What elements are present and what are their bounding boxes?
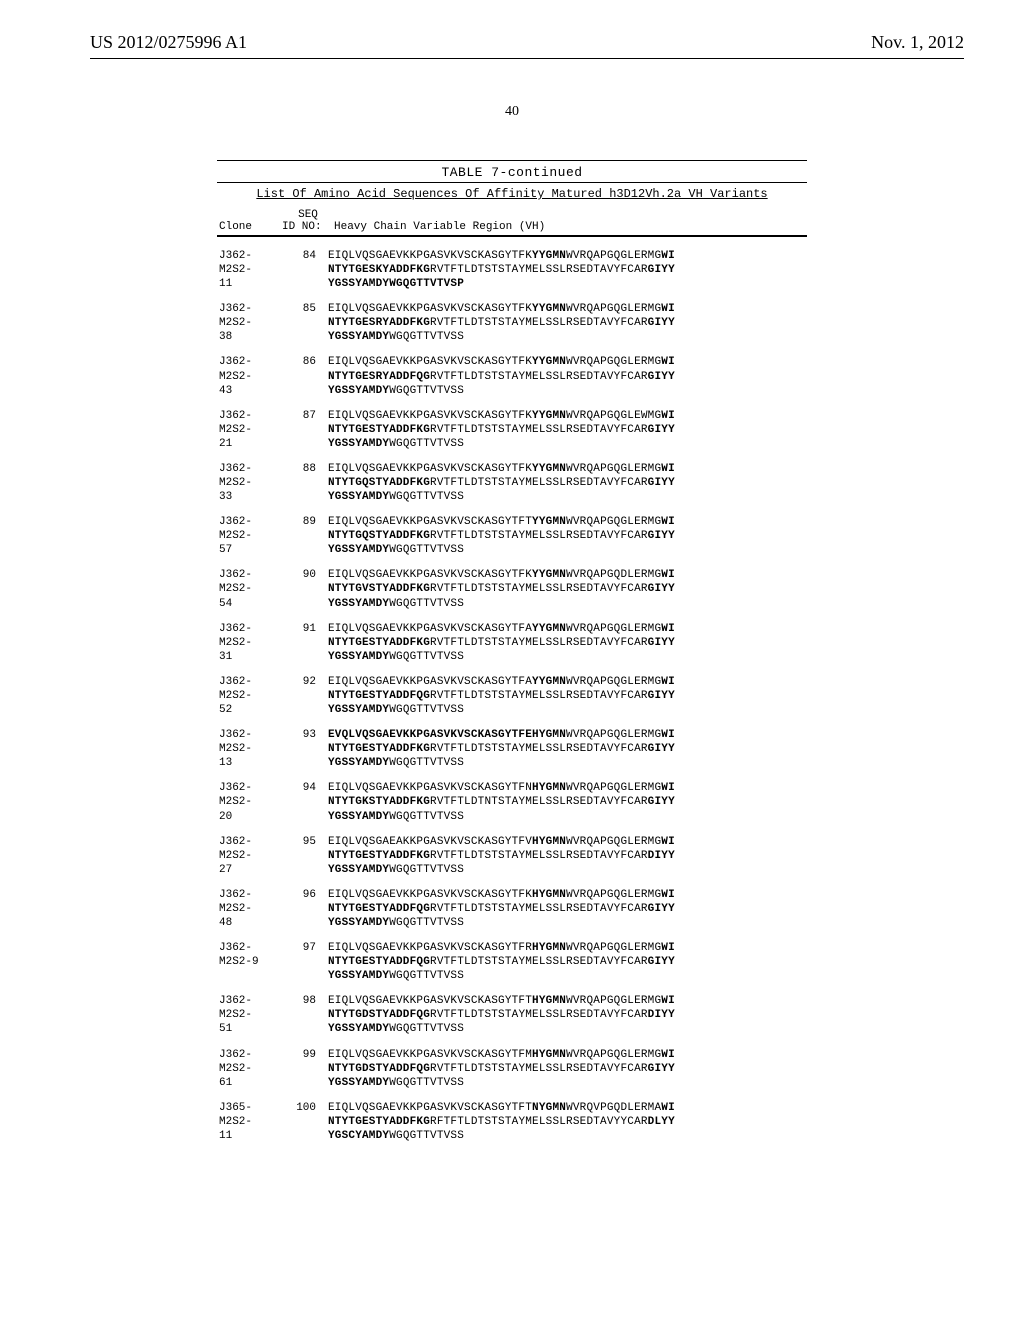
sequence-cell: EIQLVQSGAEVKKPGASVKVSCKASGYTFRHYGMNWVRQA… (328, 941, 807, 983)
column-headers: Clone SEQ ID NO: Heavy Chain Variable Re… (217, 209, 807, 237)
table-row: J362- M2S2- 4386EIQLVQSGAEVKKPGASVKVSCKA… (217, 355, 807, 397)
sequence-cell: EIQLVQSGAEVKKPGASVKVSCKASGYTFKYYGMNWVRQA… (328, 302, 807, 344)
sequence-cell: EIQLVQSGAEVKKPGASVKVSCKASGYTFKHYGMNWVRQA… (328, 888, 807, 930)
seqid-cell: 85 (282, 302, 328, 316)
table-row: J362- M2S2-997EIQLVQSGAEVKKPGASVKVSCKASG… (217, 941, 807, 983)
seqid-cell: 95 (282, 835, 328, 849)
sequence-cell: EIQLVQSGAEVKKPGASVKVSCKASGYTFTHYGMNWVRQA… (328, 994, 807, 1036)
table-top-rule (217, 160, 807, 161)
seqid-cell: 94 (282, 781, 328, 795)
clone-cell: J362- M2S2- 51 (217, 994, 282, 1036)
seqid-cell: 96 (282, 888, 328, 902)
table-row: J362- M2S2- 5789EIQLVQSGAEVKKPGASVKVSCKA… (217, 515, 807, 557)
col-head-seq-bottom: ID NO: (282, 221, 322, 233)
sequence-cell: EIQLVQSGAEVKKPGASVKVSCKASGYTFKYYGMNWVRQA… (328, 568, 807, 610)
seqid-cell: 89 (282, 515, 328, 529)
sequence-cell: EIQLVQSGAEVKKPGASVKVSCKASGYTFKYYGMNWVRQA… (328, 249, 807, 291)
col-head-seqid: SEQ ID NO: (282, 209, 334, 233)
seqid-cell: 99 (282, 1048, 328, 1062)
page-header: US 2012/0275996 A1 Nov. 1, 2012 (0, 32, 1024, 53)
sequence-table: TABLE 7-continued List Of Amino Acid Seq… (0, 160, 1024, 1154)
table-row: J362- M2S2- 5292EIQLVQSGAEVKKPGASVKVSCKA… (217, 675, 807, 717)
table-row: J362- M2S2- 3885EIQLVQSGAEVKKPGASVKVSCKA… (217, 302, 807, 344)
seqid-cell: 98 (282, 994, 328, 1008)
seqid-cell: 88 (282, 462, 328, 476)
table-row: J362- M2S2- 1393EVQLVQSGAEVKKPGASVKVSCKA… (217, 728, 807, 770)
clone-cell: J362- M2S2- 38 (217, 302, 282, 344)
publication-date: Nov. 1, 2012 (871, 32, 964, 53)
sequence-cell: EIQLVQSGAEVKKPGASVKVSCKASGYTFTYYGMNWVRQA… (328, 515, 807, 557)
table-row: J362- M2S2- 2187EIQLVQSGAEVKKPGASVKVSCKA… (217, 409, 807, 451)
sequence-cell: EIQLVQSGAEVKKPGASVKVSCKASGYTFKYYGMNWVRQA… (328, 409, 807, 451)
col-head-vh-label: Heavy Chain Variable Region (VH) (334, 221, 545, 233)
clone-cell: J362- M2S2- 11 (217, 249, 282, 291)
table-row: J362- M2S2- 2094EIQLVQSGAEVKKPGASVKVSCKA… (217, 781, 807, 823)
table-row: J362- M2S2- 6199EIQLVQSGAEVKKPGASVKVSCKA… (217, 1048, 807, 1090)
clone-cell: J362- M2S2- 52 (217, 675, 282, 717)
table-title: TABLE 7-continued (441, 165, 582, 180)
sequence-cell: EIQLVQSGAEVKKPGASVKVSCKASGYTFKYYGMNWVRQA… (328, 355, 807, 397)
table-title-rule (217, 182, 807, 183)
table-row: J362- M2S2- 5198EIQLVQSGAEVKKPGASVKVSCKA… (217, 994, 807, 1036)
publication-number: US 2012/0275996 A1 (90, 32, 247, 53)
table-row: J362- M2S2- 3388EIQLVQSGAEVKKPGASVKVSCKA… (217, 462, 807, 504)
seqid-cell: 84 (282, 249, 328, 263)
seqid-cell: 100 (282, 1101, 328, 1115)
sequence-cell: EIQLVQSGAEVKKPGASVKVSCKASGYTFAYYGMNWVRQA… (328, 622, 807, 664)
sequence-cell: EIQLVQSGAEVKKPGASVKVSCKASGYTFMHYGMNWVRQA… (328, 1048, 807, 1090)
table-row: J362- M2S2- 3191EIQLVQSGAEVKKPGASVKVSCKA… (217, 622, 807, 664)
clone-cell: J362- M2S2- 33 (217, 462, 282, 504)
table-row: J362- M2S2- 4896EIQLVQSGAEVKKPGASVKVSCKA… (217, 888, 807, 930)
clone-cell: J362- M2S2- 31 (217, 622, 282, 664)
sequence-cell: EIQLVQSGAEVKKPGASVKVSCKASGYTFKYYGMNWVRQA… (328, 462, 807, 504)
clone-cell: J362- M2S2- 43 (217, 355, 282, 397)
col-head-clone-label: Clone (219, 221, 252, 233)
table-row: J362- M2S2- 5490EIQLVQSGAEVKKPGASVKVSCKA… (217, 568, 807, 610)
clone-cell: J362- M2S2- 20 (217, 781, 282, 823)
sequence-cell: EIQLVQSGAEVKKPGASVKVSCKASGYTFNHYGMNWVRQA… (328, 781, 807, 823)
col-head-seq-top: SEQ (282, 209, 334, 221)
clone-cell: J362- M2S2- 21 (217, 409, 282, 451)
seqid-cell: 93 (282, 728, 328, 742)
clone-cell: J365- M2S2- 11 (217, 1101, 282, 1143)
table-row: J362- M2S2- 2795EIQLVQSGAEAKKPGASVKVSCKA… (217, 835, 807, 877)
col-head-clone: Clone (217, 209, 282, 233)
clone-cell: J362- M2S2- 27 (217, 835, 282, 877)
page-number: 40 (0, 104, 1024, 120)
sequence-cell: EIQLVQSGAEVKKPGASVKVSCKASGYTFAYYGMNWVRQA… (328, 675, 807, 717)
sequence-cell: EIQLVQSGAEVKKPGASVKVSCKASGYTFTNYGMNWVRQV… (328, 1101, 807, 1143)
sequence-cell: EIQLVQSGAEAKKPGASVKVSCKASGYTFVHYGMNWVRQA… (328, 835, 807, 877)
col-head-vh: Heavy Chain Variable Region (VH) (334, 209, 807, 233)
clone-cell: J362- M2S2-9 (217, 941, 282, 969)
seqid-cell: 97 (282, 941, 328, 955)
seqid-cell: 92 (282, 675, 328, 689)
header-rule (90, 58, 964, 59)
clone-cell: J362- M2S2- 54 (217, 568, 282, 610)
table-row: J365- M2S2- 11100EIQLVQSGAEVKKPGASVKVSCK… (217, 1101, 807, 1143)
clone-cell: J362- M2S2- 61 (217, 1048, 282, 1090)
seqid-cell: 87 (282, 409, 328, 423)
sequence-cell: EVQLVQSGAEVKKPGASVKVSCKASGYTFEHYGMNWVRQA… (328, 728, 807, 770)
clone-cell: J362- M2S2- 13 (217, 728, 282, 770)
table-body: J362- M2S2- 1184EIQLVQSGAEVKKPGASVKVSCKA… (217, 249, 807, 1154)
table-caption: List Of Amino Acid Sequences Of Affinity… (256, 187, 767, 201)
seqid-cell: 90 (282, 568, 328, 582)
seqid-cell: 86 (282, 355, 328, 369)
clone-cell: J362- M2S2- 48 (217, 888, 282, 930)
clone-cell: J362- M2S2- 57 (217, 515, 282, 557)
seqid-cell: 91 (282, 622, 328, 636)
table-row: J362- M2S2- 1184EIQLVQSGAEVKKPGASVKVSCKA… (217, 249, 807, 291)
